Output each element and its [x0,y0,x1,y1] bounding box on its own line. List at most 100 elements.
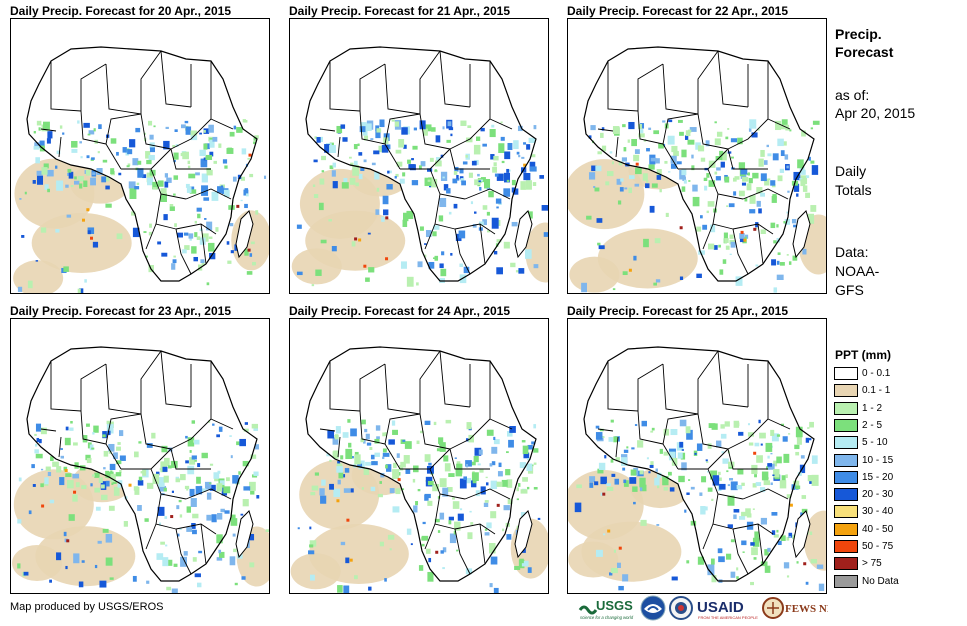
precip-cell [331,170,336,177]
precip-cell [662,480,667,486]
forecast-panel-6: Daily Precip. Forecast for 25 Apr., 2015 [567,304,827,594]
precip-cell [748,442,754,446]
legend-swatch [834,540,858,553]
precip-cell [91,474,95,477]
precip-cell [496,173,504,181]
precip-cell [240,199,243,202]
precip-cell [519,558,524,564]
precip-cell [419,430,424,434]
legend-swatch [834,574,858,588]
precip-cell [767,547,771,552]
precip-cell [187,465,195,475]
precip-cell [783,562,790,569]
precip-cell [746,183,752,191]
precip-cell [526,144,531,150]
precip-cell [152,181,158,190]
precip-cell [699,492,703,496]
precip-cell [597,242,601,246]
precip-cell [716,440,722,448]
precip-cell [510,262,516,268]
precip-cell [74,176,77,180]
precip-cell [351,241,356,247]
precip-cell [196,236,201,240]
precip-cell [782,141,787,146]
precip-cell [428,261,435,269]
precip-cell [432,257,436,260]
precip-cell [204,481,212,490]
precip-cell [332,437,339,445]
precip-cell [432,484,440,492]
precip-cell [357,143,360,147]
precip-cell [767,463,775,470]
precip-cell [365,277,370,282]
precip-cell [382,456,385,460]
country-border [384,363,421,415]
heavy-precip-cell [358,238,362,242]
precip-cell [79,183,83,189]
precip-cell [543,232,548,237]
precip-cell [450,133,453,137]
country-border [185,188,232,200]
precip-cell [421,535,429,541]
precip-cell [811,455,818,464]
country-border [454,528,471,575]
ocean-precip-layer [290,455,548,590]
precip-cell [43,121,50,131]
country-border [637,410,664,445]
precip-cell [362,129,368,136]
precip-cell [634,149,640,154]
precip-cell [459,263,464,267]
precip-cell [670,155,677,164]
country-border [384,113,421,145]
precip-cell [589,482,594,488]
precip-cell [418,165,422,170]
heavy-precip-cell [740,230,744,234]
country-border [662,413,699,445]
precip-cell [435,157,441,162]
precip-cell [767,153,772,157]
precip-cell [764,565,771,573]
precip-cell [40,468,44,471]
precip-cell [796,436,802,445]
country-border [742,488,789,500]
precip-cell [653,130,660,135]
precip-cell [651,183,658,188]
precip-cell [113,486,120,496]
heavy-precip-cell [349,558,353,562]
precip-cell [171,588,178,593]
precip-cell [396,453,400,458]
country-border [615,136,619,158]
precip-cell [642,173,648,181]
precip-cell [189,450,192,453]
legend-item: 50 - 75 [834,539,944,554]
precip-cell [700,157,706,162]
precip-cell [784,218,791,225]
precip-cell [520,489,528,494]
precip-cell [635,167,642,175]
precip-cell [79,141,82,144]
precip-cell [791,218,797,224]
madagascar [792,510,811,559]
precip-cell [74,462,79,469]
precip-cell [78,581,84,588]
precip-cell [80,156,83,159]
precip-cell [218,549,222,554]
precip-cell [213,472,220,479]
precip-cell [604,455,607,459]
precip-cell [667,135,675,145]
country-border [105,413,142,445]
precip-cell [191,455,197,460]
heavy-precip-cell [41,504,45,508]
precip-cell [209,463,214,466]
precip-cell [46,138,51,144]
dry-area-patch [291,248,342,285]
precip-cell [363,159,367,163]
data-source-line3: GFS [835,282,864,298]
precip-cell [682,176,686,182]
precip-cell [231,514,236,520]
precip-cell [218,426,223,432]
precip-cell [158,477,165,487]
precip-cell [731,156,734,159]
precip-cell [119,430,124,437]
precip-cell [250,490,255,495]
